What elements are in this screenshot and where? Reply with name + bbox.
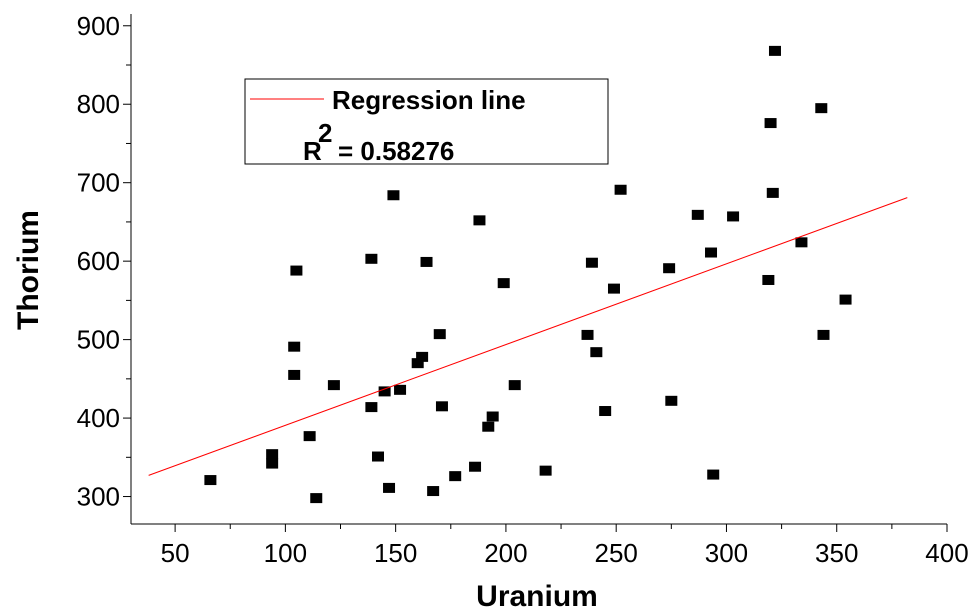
data-point <box>663 263 676 274</box>
data-point <box>539 465 552 476</box>
data-point <box>705 247 718 258</box>
regression-line-group <box>148 197 908 476</box>
legend-r2-value: = 0.58276 <box>338 136 454 166</box>
data-point <box>288 369 301 380</box>
data-point <box>691 209 704 220</box>
data-point <box>473 215 486 226</box>
x-tick-label: 350 <box>815 538 858 568</box>
data-point <box>762 274 775 285</box>
y-tick-label: 400 <box>77 403 120 433</box>
data-point <box>433 329 446 340</box>
data-point <box>665 395 678 406</box>
data-point <box>411 358 424 369</box>
regression-line <box>148 197 908 476</box>
data-points <box>204 45 852 504</box>
data-point <box>839 294 852 305</box>
data-point <box>585 257 598 268</box>
x-tick-label: 300 <box>705 538 748 568</box>
data-point <box>482 421 495 432</box>
data-point <box>599 406 612 417</box>
y-tick-label: 800 <box>77 89 120 119</box>
data-point <box>378 386 391 397</box>
legend: Regression line R 2 = 0.58276 <box>244 78 609 166</box>
legend-regression-label: Regression line <box>332 85 526 115</box>
legend-r2-exponent: 2 <box>318 118 332 148</box>
x-tick-label: 250 <box>594 538 637 568</box>
y-tick-label: 500 <box>77 325 120 355</box>
data-point <box>768 45 781 56</box>
x-tick-label: 200 <box>484 538 527 568</box>
data-point <box>590 347 603 358</box>
data-point <box>372 451 385 462</box>
data-point <box>469 461 482 472</box>
legend-r2-label: R <box>303 136 322 166</box>
data-point <box>288 341 301 352</box>
data-point <box>727 211 740 222</box>
data-point <box>204 475 217 486</box>
data-point <box>815 103 828 114</box>
data-point <box>420 256 433 267</box>
data-point <box>766 187 779 198</box>
data-point <box>290 265 303 276</box>
data-point <box>266 458 279 469</box>
data-point <box>817 329 830 340</box>
x-tick-label: 100 <box>264 538 307 568</box>
data-point <box>303 431 316 442</box>
data-point <box>486 411 499 422</box>
data-point <box>435 401 448 412</box>
data-point <box>795 237 808 248</box>
y-tick-label: 300 <box>77 482 120 512</box>
data-point <box>383 482 396 493</box>
data-point <box>581 329 594 340</box>
axes <box>130 14 947 525</box>
data-point <box>387 190 400 201</box>
y-tick-label: 900 <box>77 11 120 41</box>
x-tick-label: 50 <box>161 538 190 568</box>
data-point <box>508 380 521 391</box>
data-point <box>416 351 429 362</box>
data-point <box>365 253 378 264</box>
data-point <box>394 384 407 395</box>
data-point <box>614 184 627 195</box>
data-point <box>310 493 323 504</box>
data-point <box>365 402 378 413</box>
x-axis-title: Uranium <box>476 580 598 613</box>
x-tick-label: 150 <box>374 538 417 568</box>
x-tick-label: 400 <box>925 538 968 568</box>
data-point <box>449 471 462 482</box>
data-point <box>327 380 340 391</box>
y-tick-label: 600 <box>77 246 120 276</box>
data-point <box>607 283 620 294</box>
ticks: 50 100 150 200 250 300 350 400 300 400 500 600 700 80… <box>77 11 969 568</box>
data-point <box>707 469 720 480</box>
y-tick-label: 700 <box>77 168 120 198</box>
y-axis-title: Thorium <box>12 210 45 330</box>
data-point <box>427 486 440 497</box>
data-point <box>497 278 510 289</box>
data-point <box>266 449 279 460</box>
data-point <box>764 118 777 129</box>
legend-box <box>244 78 609 165</box>
